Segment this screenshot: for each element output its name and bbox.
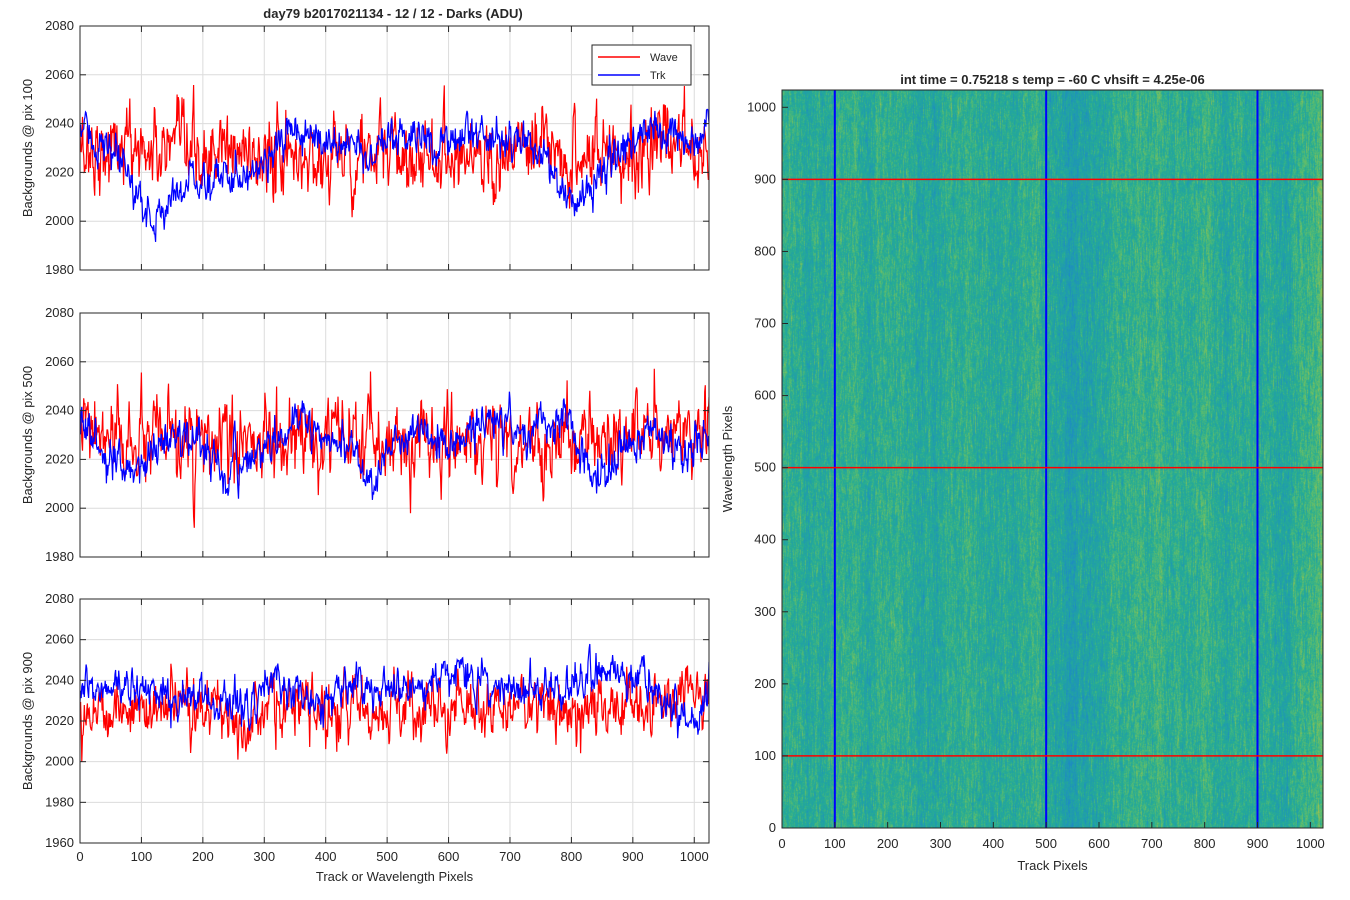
line-panel-3: 1960 1980 2000 2020 2040 2060 2080 0 100 200 300 40… <box>20 591 710 884</box>
y-tick-label: 500 <box>754 460 776 475</box>
heatmap-title: int time = 0.75218 s temp = -60 C vhsift… <box>900 72 1205 87</box>
x-tick-label: 0 <box>76 849 83 864</box>
legend: Wave Trk <box>591 44 692 86</box>
x-tick-label: 0 <box>778 836 785 851</box>
x-tick-label: 100 <box>824 836 846 851</box>
x-tick-label: 800 <box>561 849 583 864</box>
y-tick-label: 0 <box>769 820 776 835</box>
y-tick-label: 700 <box>754 316 776 331</box>
y-tick-label: 2080 <box>45 18 74 33</box>
heatmap-image <box>782 90 1323 828</box>
y-tick-label: 2000 <box>45 213 74 228</box>
legend-box <box>591 44 692 86</box>
y-tick-label: 2000 <box>45 754 74 769</box>
line-panel-2: 1980 2000 2020 2040 2060 2080 Backgrounds @ pi… <box>20 305 710 564</box>
series-line-trk <box>80 108 709 242</box>
x-tick-label: 700 <box>1141 836 1163 851</box>
y-axis-label: Backgrounds @ pix 500 <box>20 366 35 504</box>
x-tick-label: 1000 <box>1296 836 1325 851</box>
x-axis-label: Track or Wavelength Pixels <box>316 869 474 884</box>
y-tick-label: 2080 <box>45 591 74 606</box>
y-axis-label: Backgrounds @ pix 900 <box>20 652 35 790</box>
y-axis-label: Backgrounds @ pix 100 <box>20 79 35 217</box>
y-tick-label: 400 <box>754 532 776 547</box>
y-tick-label: 1980 <box>45 262 74 277</box>
legend-label-trk: Trk <box>650 70 666 82</box>
x-tick-label: 200 <box>192 849 214 864</box>
y-tick-label: 600 <box>754 388 776 403</box>
heatmap-panel: int time = 0.75218 s temp = -60 C vhsift… <box>720 72 1325 873</box>
line-panel-1: 1980 2000 2020 2040 2060 2080 Backgrounds @ pi… <box>20 18 710 277</box>
series-line-wave <box>80 84 709 218</box>
y-tick-label: 1000 <box>747 99 776 114</box>
y-tick-label: 300 <box>754 604 776 619</box>
x-tick-label: 400 <box>982 836 1004 851</box>
series-line-wave <box>80 368 709 528</box>
x-tick-label: 800 <box>1194 836 1216 851</box>
x-tick-label: 300 <box>930 836 952 851</box>
y-tick-label: 2040 <box>45 116 74 131</box>
figure-title: day79 b2017021134 - 12 / 12 - Darks (ADU… <box>263 6 522 21</box>
y-tick-label: 900 <box>754 171 776 186</box>
axes-box <box>79 312 710 558</box>
y-tick-label: 200 <box>754 676 776 691</box>
y-tick-label: 2060 <box>45 67 74 82</box>
y-tick-label: 1980 <box>45 549 74 564</box>
x-tick-label: 600 <box>438 849 460 864</box>
x-tick-label: 300 <box>253 849 275 864</box>
legend-label-wave: Wave <box>650 52 678 64</box>
y-tick-label: 2060 <box>45 632 74 647</box>
y-tick-label: 2040 <box>45 672 74 687</box>
x-tick-label: 400 <box>315 849 337 864</box>
y-tick-label: 100 <box>754 748 776 763</box>
axes-box <box>79 25 710 271</box>
y-tick-label: 2020 <box>45 164 74 179</box>
y-tick-label: 1960 <box>45 835 74 850</box>
y-tick-label: 800 <box>754 243 776 258</box>
y-tick-label: 2040 <box>45 403 74 418</box>
y-tick-label: 1980 <box>45 794 74 809</box>
y-tick-label: 2060 <box>45 354 74 369</box>
heatmap-x-axis-label: Track Pixels <box>1017 858 1088 873</box>
x-tick-label: 200 <box>877 836 899 851</box>
x-tick-label: 500 <box>376 849 398 864</box>
x-tick-label: 900 <box>1247 836 1269 851</box>
y-tick-label: 2080 <box>45 305 74 320</box>
x-tick-label: 600 <box>1088 836 1110 851</box>
x-tick-label: 700 <box>499 849 521 864</box>
x-tick-label: 500 <box>1035 836 1057 851</box>
y-tick-label: 2020 <box>45 713 74 728</box>
series-line-trk <box>80 391 709 500</box>
x-tick-label: 1000 <box>680 849 709 864</box>
series-line-trk <box>80 643 709 739</box>
y-tick-label: 2000 <box>45 500 74 515</box>
heatmap-y-axis-label: Wavelength Pixels <box>720 405 735 512</box>
x-tick-label: 900 <box>622 849 644 864</box>
heatmap-axes-box <box>781 89 1324 829</box>
x-tick-label: 100 <box>131 849 153 864</box>
y-tick-label: 2020 <box>45 451 74 466</box>
